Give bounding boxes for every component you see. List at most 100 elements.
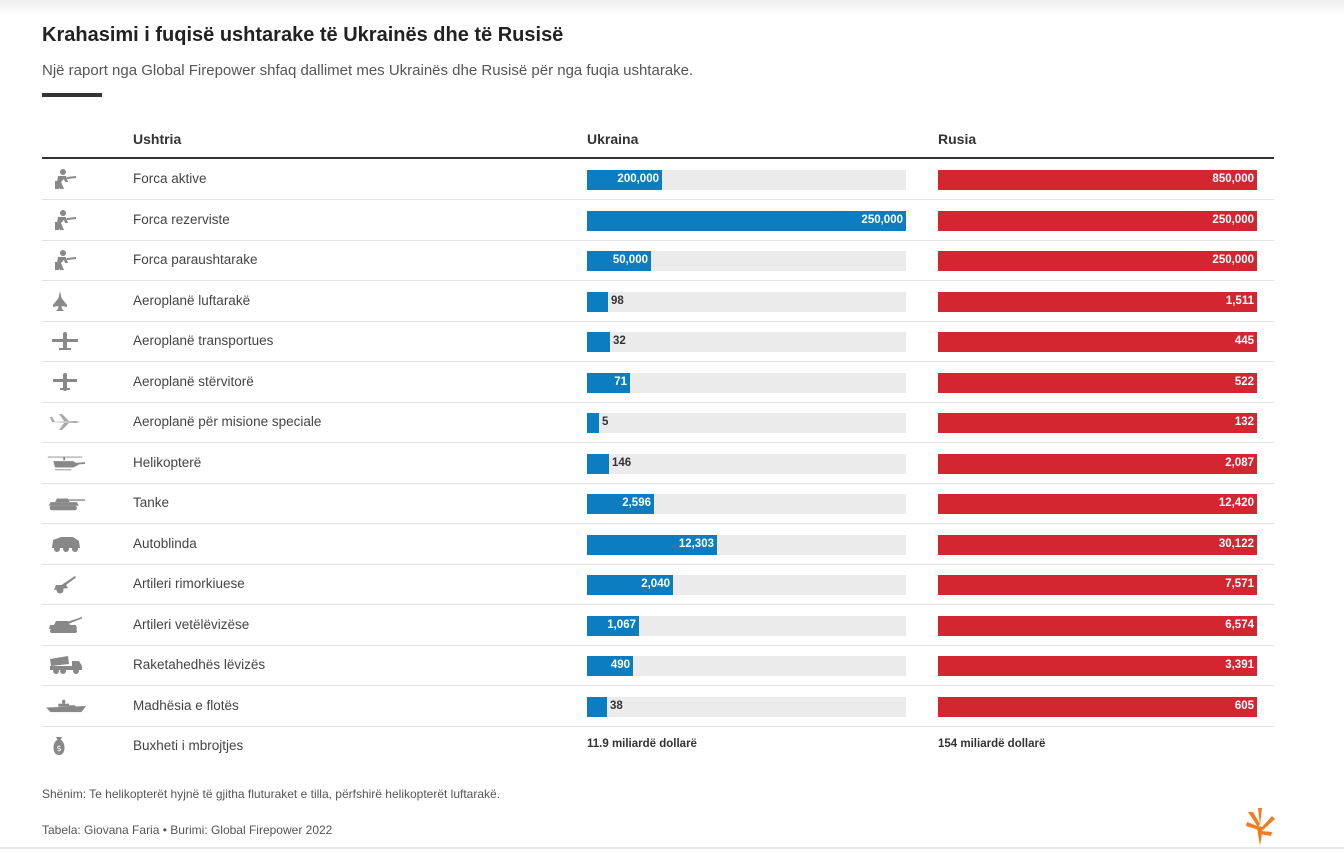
header-divider: [42, 157, 1274, 159]
value-label-ukraine: 12,303: [678, 537, 714, 550]
row-label: Raketahedhës lëvizës: [133, 657, 266, 672]
bar-ukraine-artileri-rimorkiuese: [587, 575, 673, 595]
budget-value-russia: 154 miliardë dollarë: [938, 738, 1046, 750]
bar-ukraine-raketahedhes-levizes: [587, 656, 633, 676]
transport-plane-icon: [46, 330, 86, 352]
fighter-jet-icon: [46, 290, 86, 312]
value-label-ukraine: 5: [602, 416, 609, 428]
value-label-russia: 2,087: [1225, 456, 1254, 469]
row-label: Artileri rimorkiuese: [133, 576, 245, 591]
value-label-russia: 445: [1234, 335, 1254, 347]
row-label: Buxheti i mbrojtjes: [133, 738, 244, 753]
helicopter-icon: [46, 452, 86, 474]
bar-track-ukraine: 250,000: [587, 210, 906, 231]
row-label: Tanke: [133, 495, 170, 510]
bar-russia-forca-rezerviste: [938, 210, 1257, 231]
self-propelled-artillery-icon: [46, 614, 86, 636]
table-row: $ Buxheti i mbrojtjes 11.9 miliardë dollar…: [42, 726, 1274, 766]
bar-track-russia: 522: [938, 372, 1257, 393]
bar-russia-aeroplane-stervitore: [938, 372, 1257, 393]
value-label-russia: 12,420: [1218, 497, 1254, 509]
bar-track-russia: 2,087: [938, 453, 1257, 474]
row-label: Madhësia e flotës: [133, 697, 239, 713]
footnote: Shënim: Te helikopterët hyjnë të gjitha …: [42, 787, 501, 801]
table-row: Tanke 2,596 12,420: [42, 483, 1274, 524]
bar-track-ukraine: 2,040: [587, 575, 906, 595]
bottom-border: [0, 847, 1344, 849]
bar-ukraine-helikoptere: [587, 453, 609, 474]
warship-icon: [46, 695, 86, 717]
bar-russia-forca-paraushtarake: [938, 251, 1257, 271]
bar-track-russia: 605: [938, 696, 1257, 717]
column-header-russia: Rusia: [938, 131, 977, 147]
armored-vehicle-icon: [46, 533, 86, 555]
table-row: Raketahedhës lëvizës 490 3,391: [42, 645, 1274, 686]
row-label: Autoblinda: [133, 535, 197, 551]
bar-russia-artileri-rimorkiuese: [938, 575, 1257, 595]
bar-track-ukraine: 32: [587, 332, 906, 352]
bar-track-ukraine: 71: [587, 372, 906, 393]
bar-ukraine-aeroplane-per-misione-speciale: [587, 413, 599, 433]
rocket-launcher-icon: [46, 654, 86, 676]
bar-track-ukraine: 38: [587, 696, 906, 717]
table-row: Artileri rimorkiuese 2,040 7,571: [42, 564, 1274, 605]
value-label-russia: 3,391: [1225, 659, 1254, 671]
bar-russia-helikoptere: [938, 453, 1257, 474]
table-row: Aeroplanë për misione speciale 5 132: [42, 402, 1274, 443]
top-shadow: [0, 0, 1344, 14]
row-label: Forca paraushtarake: [133, 252, 258, 267]
bar-ukraine-forca-paraushtarake: [587, 251, 651, 271]
value-label-russia: 850,000: [1212, 173, 1254, 185]
row-label: Helikopterë: [133, 454, 202, 470]
value-label-russia: 132: [1234, 416, 1254, 428]
bar-ukraine-tanke: [587, 494, 654, 514]
value-label-ukraine: 490: [610, 659, 630, 671]
bar-ukraine-forca-rezerviste: [587, 210, 906, 231]
bar-ukraine-madhesia-e-flotes: [587, 696, 607, 717]
table-row: Aeroplanë luftarakë 98 1,511: [42, 281, 1274, 322]
bar-track-ukraine: 1,067: [587, 615, 906, 636]
row-label: Forca rezerviste: [133, 211, 230, 227]
trainer-plane-icon: [46, 371, 86, 393]
bar-russia-artileri-vetelevizese: [938, 615, 1257, 636]
value-label-russia: 7,571: [1225, 578, 1254, 590]
bar-ukraine-artileri-vetelevizese: [587, 615, 639, 636]
bar-ukraine-autoblinda: [587, 534, 717, 555]
bar-track-russia: 1,511: [938, 291, 1257, 312]
bar-ukraine-forca-aktive: [587, 170, 662, 190]
bar-russia-autoblinda: [938, 534, 1257, 555]
row-label: Aeroplanë luftarakë: [133, 292, 251, 308]
value-label-ukraine: 98: [611, 294, 624, 307]
value-label-russia: 250,000: [1212, 254, 1254, 266]
bar-track-russia: 3,391: [938, 656, 1257, 676]
bar-track-ukraine: 98: [587, 291, 906, 312]
bar-track-russia: 132: [938, 413, 1257, 433]
bar-track-ukraine: 490: [587, 656, 906, 676]
table-row: Forca aktive 200,000 850,000: [42, 159, 1274, 200]
value-label-russia: 522: [1234, 375, 1254, 388]
source-credit: Tabela: Giovana Faria • Burimi: Global F…: [42, 823, 333, 837]
row-label: Aeroplanë për misione speciale: [133, 414, 322, 429]
bar-track-ukraine: 200,000: [587, 170, 906, 190]
bar-track-ukraine: 12,303: [587, 534, 906, 555]
table-row: Madhësia e flotës 38 605: [42, 686, 1274, 727]
bar-track-russia: 445: [938, 332, 1257, 352]
table-row: Helikopterë 146 2,087: [42, 443, 1274, 484]
value-label-ukraine: 250,000: [861, 213, 903, 226]
budget-value-ukraine: 11.9 miliardë dollarë: [587, 738, 697, 750]
table-row: Aeroplanë stërvitorë 71 522: [42, 362, 1274, 403]
table-row: Forca rezerviste 250,000 250,000: [42, 200, 1274, 241]
special-mission-plane-icon: [46, 411, 86, 433]
tank-icon: [46, 492, 86, 514]
bar-russia-aeroplane-transportues: [938, 332, 1257, 352]
bar-track-russia: 250,000: [938, 251, 1257, 271]
value-label-ukraine: 2,040: [641, 578, 670, 590]
bar-track-russia: 12,420: [938, 494, 1257, 514]
soldier-icon: [46, 168, 86, 190]
bar-ukraine-aeroplane-transportues: [587, 332, 610, 352]
soldier-icon: [46, 249, 86, 271]
svg-text:$: $: [56, 744, 61, 753]
value-label-ukraine: 71: [614, 375, 627, 388]
row-label: Aeroplanë stërvitorë: [133, 373, 254, 389]
value-label-russia: 30,122: [1218, 537, 1254, 550]
